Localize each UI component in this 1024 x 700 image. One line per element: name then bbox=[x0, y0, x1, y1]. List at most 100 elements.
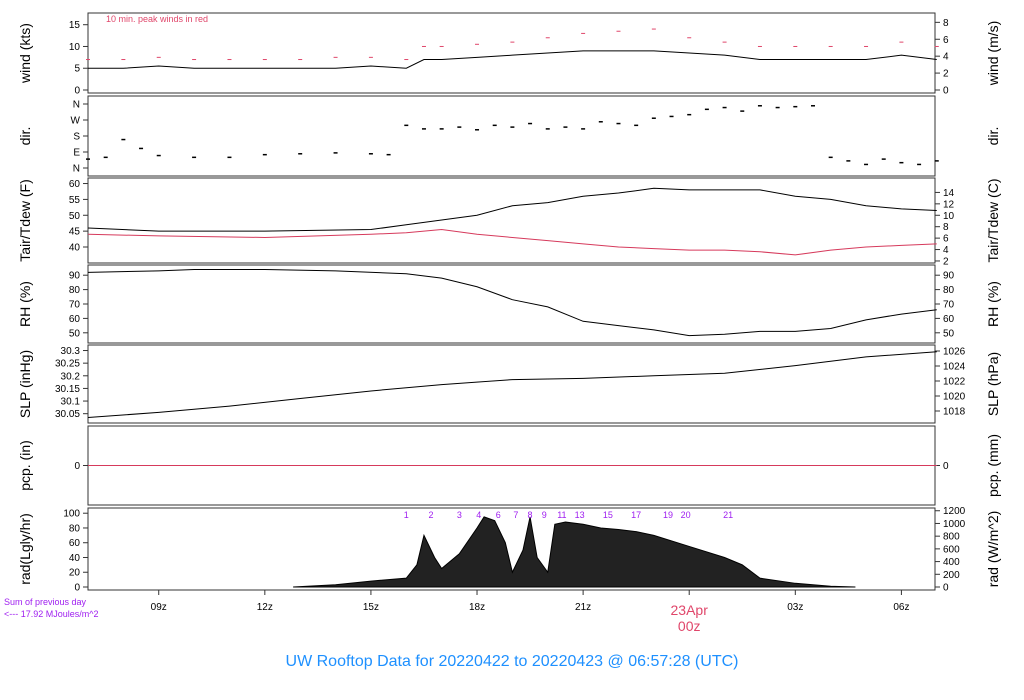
y-tick-label: 30.05 bbox=[55, 409, 80, 420]
right-tick-label: 600 bbox=[943, 544, 960, 555]
y-tick-label: 80 bbox=[69, 523, 81, 534]
hour-label: 4 bbox=[476, 510, 481, 520]
hour-label: 11 bbox=[557, 510, 566, 520]
radiation-area bbox=[293, 516, 856, 588]
date-hour-label: 00z bbox=[678, 618, 701, 634]
right-tick-label: 6 bbox=[943, 234, 949, 245]
right-tick-label: 70 bbox=[943, 300, 955, 311]
hour-label: 9 bbox=[542, 510, 547, 520]
rad-sum-value: <--- 17.92 MJoules/m^2 bbox=[4, 609, 99, 619]
y-tick-label: 100 bbox=[63, 509, 80, 520]
hour-label: 13 bbox=[575, 510, 585, 520]
y-tick-label: 70 bbox=[69, 300, 81, 311]
right-tick-label: 1200 bbox=[943, 506, 966, 517]
y-tick-label: 90 bbox=[69, 271, 81, 282]
y-tick-label: 0 bbox=[74, 86, 80, 97]
y-tick-label: 30.25 bbox=[55, 359, 80, 370]
y-tick-label: 20 bbox=[69, 568, 81, 579]
y-tick-label: 50 bbox=[69, 211, 81, 222]
panel-frame bbox=[87, 344, 936, 424]
x-tick-label: 06z bbox=[893, 602, 909, 613]
hour-label: 6 bbox=[496, 510, 501, 520]
y-tick-label: 10 bbox=[69, 42, 81, 53]
right-tick-label: 400 bbox=[943, 557, 960, 568]
y-tick-label: 60 bbox=[69, 179, 81, 190]
x-tick-label: 03z bbox=[787, 602, 803, 613]
right-tick-label: 0 bbox=[943, 583, 949, 594]
right-axis-label: wind (m/s) bbox=[985, 21, 1001, 87]
right-tick-label: 60 bbox=[943, 314, 955, 325]
right-tick-label: 12 bbox=[943, 199, 955, 210]
hour-label: 17 bbox=[631, 510, 641, 520]
hour-label: 1 bbox=[404, 510, 409, 520]
y-axis-label: wind (kts) bbox=[17, 23, 33, 84]
chart-title: UW Rooftop Data for 20220422 to 20220423… bbox=[286, 653, 739, 670]
x-tick-label: 09z bbox=[151, 602, 167, 613]
panel-frame bbox=[87, 12, 936, 94]
right-tick-label: 2 bbox=[943, 69, 949, 80]
x-tick-label: 18z bbox=[469, 602, 485, 613]
hour-label: 21 bbox=[723, 510, 733, 520]
y-tick-label: N bbox=[73, 164, 80, 175]
right-tick-label: 4 bbox=[943, 52, 949, 63]
panel-frame bbox=[87, 177, 936, 264]
y-tick-label: 30.2 bbox=[61, 371, 81, 382]
y-axis-label: RH (%) bbox=[17, 281, 33, 327]
y-tick-label: N bbox=[73, 100, 80, 111]
right-tick-label: 4 bbox=[943, 245, 949, 256]
series-line bbox=[88, 50, 937, 69]
y-tick-label: 0 bbox=[74, 583, 80, 594]
right-tick-label: 1020 bbox=[943, 392, 966, 403]
y-tick-label: 30.1 bbox=[61, 397, 81, 408]
y-axis-label: SLP (inHg) bbox=[17, 350, 33, 418]
hour-label: 7 bbox=[513, 510, 518, 520]
right-axis-label: pcp. (mm) bbox=[985, 434, 1001, 497]
hour-label: 20 bbox=[681, 510, 691, 520]
series-line bbox=[87, 351, 937, 418]
hour-label: 8 bbox=[528, 510, 533, 520]
hour-label: 2 bbox=[429, 510, 434, 520]
x-tick-label: 15z bbox=[363, 602, 379, 613]
peak-wind-note: 10 min. peak winds in red bbox=[106, 14, 208, 24]
y-tick-label: 40 bbox=[69, 553, 81, 564]
right-axis-label: rad (W/m^2) bbox=[985, 511, 1001, 588]
right-tick-label: 90 bbox=[943, 271, 955, 282]
x-tick-label: 21z bbox=[575, 602, 591, 613]
series-line bbox=[87, 229, 937, 256]
right-tick-label: 8 bbox=[943, 222, 949, 233]
right-tick-label: 1018 bbox=[943, 407, 966, 418]
right-tick-label: 0 bbox=[943, 461, 949, 472]
right-tick-label: 200 bbox=[943, 570, 960, 581]
right-tick-label: 1000 bbox=[943, 519, 966, 530]
rad-sum-label: Sum of previous day bbox=[4, 597, 87, 607]
y-tick-label: 40 bbox=[69, 242, 81, 253]
right-tick-label: 8 bbox=[943, 18, 949, 29]
panel-frame bbox=[87, 264, 936, 344]
y-tick-label: 5 bbox=[74, 64, 80, 75]
y-tick-label: 80 bbox=[69, 285, 81, 296]
right-axis-label: RH (%) bbox=[985, 281, 1001, 327]
right-tick-label: 2 bbox=[943, 256, 949, 267]
y-tick-label: W bbox=[71, 116, 81, 127]
right-tick-label: 0 bbox=[943, 86, 949, 97]
y-tick-label: S bbox=[73, 132, 80, 143]
right-tick-label: 6 bbox=[943, 35, 949, 46]
y-tick-label: E bbox=[73, 148, 80, 159]
right-axis-label: SLP (hPa) bbox=[985, 352, 1001, 416]
y-tick-label: 45 bbox=[69, 227, 81, 238]
right-axis-label: Tair/Tdew (C) bbox=[985, 178, 1001, 262]
y-tick-label: 60 bbox=[69, 314, 81, 325]
y-tick-label: 0 bbox=[74, 461, 80, 472]
panel-frame bbox=[87, 95, 936, 177]
right-tick-label: 1026 bbox=[943, 347, 966, 358]
y-tick-label: 60 bbox=[69, 538, 81, 549]
right-tick-label: 800 bbox=[943, 532, 960, 543]
y-axis-label: pcp. (in) bbox=[17, 440, 33, 491]
right-tick-label: 50 bbox=[943, 328, 955, 339]
right-tick-label: 10 bbox=[943, 211, 955, 222]
y-axis-label: dir. bbox=[17, 127, 33, 146]
y-tick-label: 30.3 bbox=[61, 346, 81, 357]
series-line bbox=[87, 187, 937, 232]
series-line bbox=[87, 268, 937, 337]
